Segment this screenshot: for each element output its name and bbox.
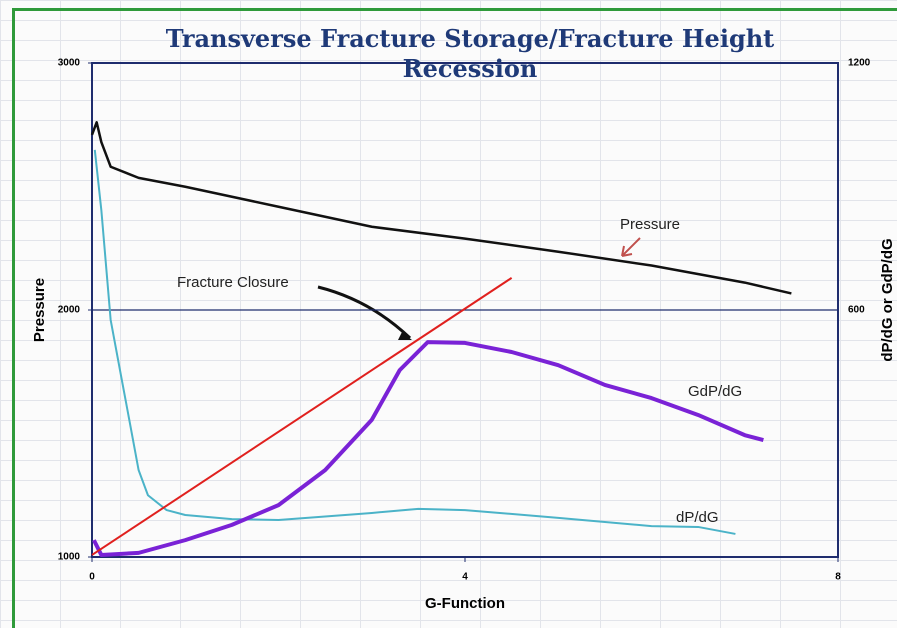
y-tick-label: 1000 bbox=[58, 552, 81, 563]
y-tick-label: 3000 bbox=[58, 58, 81, 69]
y2-axis-label: dP/dG or GdP/dG bbox=[879, 238, 896, 361]
y-axis-label: Pressure bbox=[31, 278, 48, 342]
x-axis-label: G-Function bbox=[425, 595, 505, 612]
series-line bbox=[90, 121, 792, 295]
series-line bbox=[91, 277, 513, 556]
y-tick-label: 2000 bbox=[58, 305, 81, 316]
x-tick-label: 4 bbox=[462, 572, 468, 583]
annotation-arrow bbox=[317, 285, 412, 340]
y2-tick-label: 600 bbox=[848, 305, 865, 316]
series-line bbox=[92, 340, 764, 557]
y2-tick-label: 1200 bbox=[848, 58, 871, 69]
chart-title: Transverse Fracture Storage/Fracture Hei… bbox=[165, 24, 775, 83]
annotation-arrowhead bbox=[398, 332, 412, 340]
x-tick-label: 0 bbox=[89, 572, 95, 583]
series-label: GdP/dG bbox=[688, 383, 742, 400]
x-tick-label: 8 bbox=[835, 572, 841, 583]
frame bbox=[12, 8, 897, 628]
series-label: dP/dG bbox=[676, 509, 719, 526]
series-label: Pressure bbox=[620, 216, 680, 233]
annotation: Fracture Closure bbox=[177, 274, 289, 291]
series-line bbox=[93, 149, 736, 535]
pressure-pointer bbox=[621, 237, 641, 257]
